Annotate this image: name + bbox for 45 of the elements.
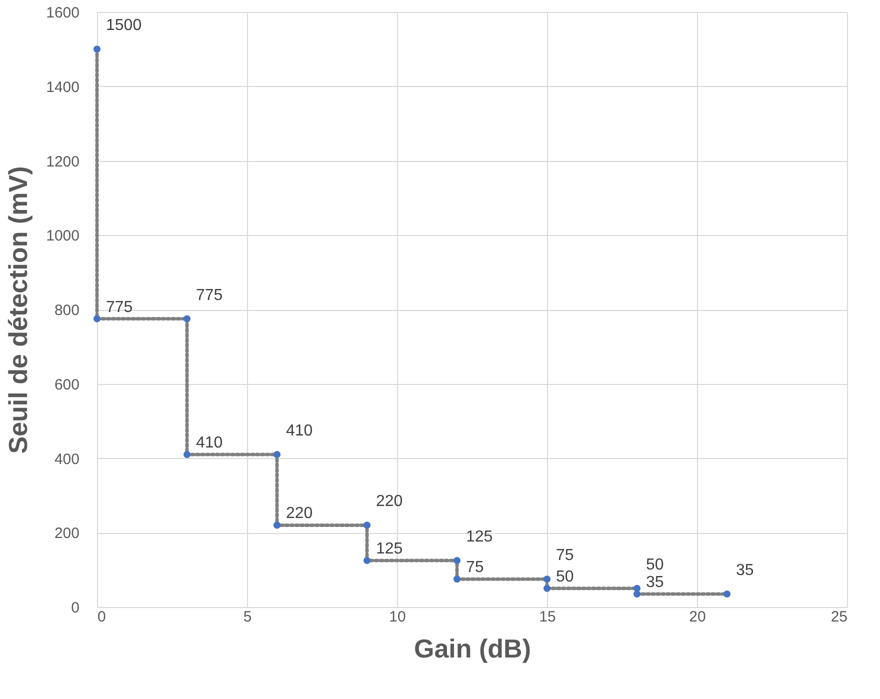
point (453, 576, 461, 583)
point (453, 556, 461, 564)
y-tick-label: 800 (54, 302, 80, 319)
point (633, 590, 641, 598)
y-tick-label: 400 (54, 450, 80, 468)
data-label: 220 (286, 505, 313, 522)
point (93, 315, 101, 322)
point (183, 315, 191, 322)
data-label: 1500 (106, 17, 142, 34)
point (93, 46, 101, 53)
point (543, 584, 551, 592)
data-label: 75 (466, 559, 484, 576)
point (363, 522, 371, 529)
point (273, 451, 281, 458)
y-tick-label: 600 (54, 376, 80, 394)
data-label: 775 (106, 298, 133, 316)
x-tick-label: 10 (389, 608, 406, 626)
y-tick-label: 1600 (46, 4, 80, 22)
y-tick-label: 1000 (46, 228, 80, 245)
data-label: 50 (646, 556, 664, 574)
data-label: 35 (736, 562, 754, 579)
point (723, 590, 731, 598)
data-label: 125 (466, 528, 493, 546)
x-axis-title: Gain (dB) (414, 634, 531, 664)
y-tick-label: 200 (54, 525, 80, 542)
y-tick-label: 1400 (46, 78, 80, 96)
x-tick-label: 0 (98, 608, 106, 626)
point (543, 576, 551, 583)
x-tick-label: 25 (830, 608, 848, 626)
data-label: 75 (556, 547, 574, 564)
data-label: 50 (556, 568, 574, 586)
point (363, 556, 371, 564)
data-label: 775 (196, 286, 223, 304)
data-label: 125 (376, 540, 403, 558)
point (273, 522, 281, 529)
data-label: 35 (646, 574, 664, 591)
point (183, 451, 191, 458)
y-axis-title: Seuil de détection (mV) (3, 166, 34, 454)
x-tick-label: 20 (689, 608, 706, 626)
data-label: 410 (196, 434, 223, 452)
y-tick-label: 1200 (46, 153, 80, 170)
x-tick-label: 5 (243, 608, 252, 626)
data-label: 410 (286, 422, 313, 440)
x-tick-label: 15 (539, 608, 556, 626)
data-label: 220 (376, 493, 403, 510)
